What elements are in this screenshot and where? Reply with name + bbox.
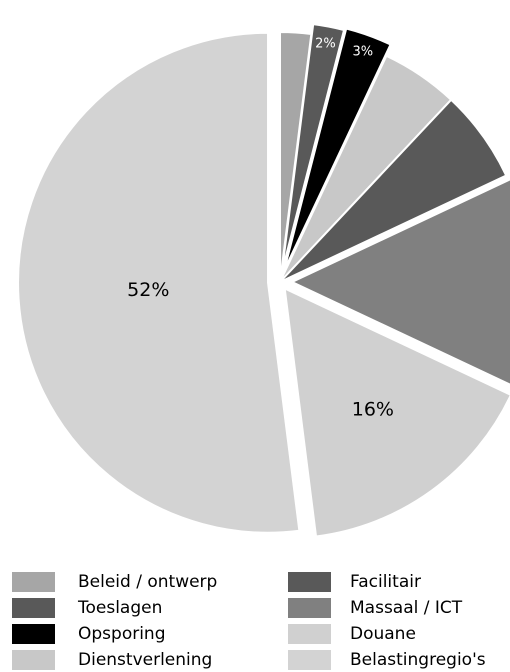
pie-slice [289, 178, 510, 386]
legend-swatch [288, 650, 331, 670]
pie-slice [283, 286, 510, 538]
slice-label: 2% [315, 36, 336, 51]
legend-text: Toeslagen [77, 598, 162, 618]
legend-swatch [12, 572, 55, 592]
legend-swatch [288, 572, 331, 592]
legend-text: Opsporing [78, 624, 166, 644]
pie-slice [283, 27, 392, 272]
legend-text: Belastingregio's [350, 650, 486, 670]
slice-label: 3% [353, 44, 374, 59]
pie-slice [17, 31, 301, 534]
legend-swatch [288, 624, 331, 644]
legend-swatch [12, 598, 55, 618]
slice-label: 52% [127, 279, 169, 301]
pie-slice [280, 23, 346, 273]
pie-slice [279, 98, 508, 283]
legend-text: Dienstverlening [78, 650, 212, 670]
legend-swatch [12, 650, 55, 670]
slice-label: 16% [352, 398, 394, 420]
legend-swatch [288, 598, 331, 618]
legend-swatch [12, 624, 55, 644]
legend-text: Facilitair [350, 572, 421, 592]
legend-text: Douane [350, 624, 416, 644]
legend-text: Massaal / ICT [350, 598, 463, 618]
legend-text: Beleid / ontwerp [78, 572, 217, 592]
